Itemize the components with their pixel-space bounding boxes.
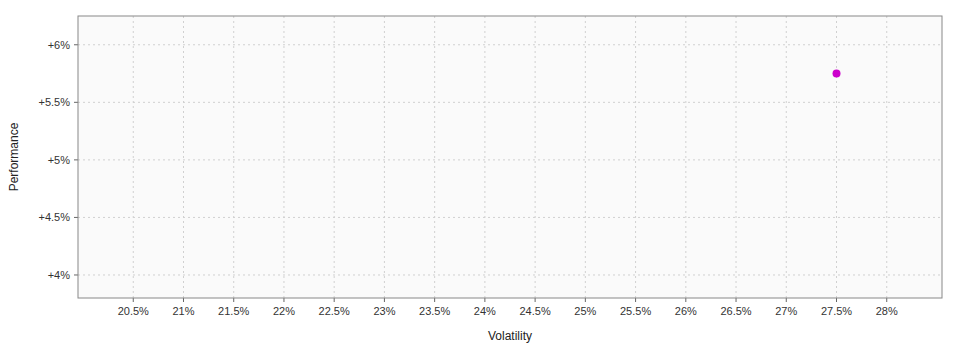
x-grid-line <box>736 16 737 298</box>
x-tick-label: 23% <box>373 305 395 317</box>
x-tick <box>484 298 485 302</box>
x-grid-line <box>484 16 485 298</box>
x-tick-label: 24.5% <box>520 305 551 317</box>
x-grid-line <box>535 16 536 298</box>
x-tick <box>535 298 536 302</box>
x-tick-label: 27% <box>775 305 797 317</box>
chart-svg: 20.5% 21% 21.5% 22% 22.5% 23% 23.5% 24% 24.5% 25%… <box>0 0 966 350</box>
x-tick <box>635 298 636 302</box>
x-tick-label: 28% <box>876 305 898 317</box>
x-grid-line <box>886 16 887 298</box>
x-tick <box>233 298 234 302</box>
x-grid-line <box>384 16 385 298</box>
y-grid-line <box>78 44 942 45</box>
y-grid-line <box>78 102 942 103</box>
x-grid-line <box>183 16 184 298</box>
y-tick <box>74 274 78 275</box>
x-tick <box>886 298 887 302</box>
page: {"chart_data": {"type": "scatter", "x_la… <box>0 0 966 350</box>
x-grid-line <box>434 16 435 298</box>
x-tick <box>836 298 837 302</box>
x-grid-line <box>635 16 636 298</box>
x-grid-line <box>133 16 134 298</box>
x-tick-label: 23.5% <box>419 305 450 317</box>
x-tick <box>183 298 184 302</box>
y-grid-line <box>78 159 942 160</box>
x-tick-label: 20.5% <box>118 305 149 317</box>
x-tick-label: 24% <box>474 305 496 317</box>
y-tick-label: +4.5% <box>39 211 71 223</box>
grid <box>78 16 942 298</box>
y-tick-label: +5% <box>48 154 71 166</box>
x-tick <box>384 298 385 302</box>
y-tick <box>74 217 78 218</box>
x-tick-label: 22.5% <box>319 305 350 317</box>
y-grid-line <box>78 217 942 218</box>
x-tick <box>434 298 435 302</box>
x-grid-line <box>585 16 586 298</box>
x-tick-label: 25.5% <box>620 305 651 317</box>
y-axis-label: Performance <box>7 122 21 191</box>
plot-frame <box>78 16 942 298</box>
y-tick-label: +5.5% <box>39 96 71 108</box>
chart-container: 20.5% 21% 21.5% 22% 22.5% 23% 23.5% 24% 24.5% 25%… <box>0 0 966 350</box>
x-tick-label: 27.5% <box>821 305 852 317</box>
scatter-point <box>833 70 841 78</box>
x-tick <box>585 298 586 302</box>
y-tick <box>74 102 78 103</box>
x-tick <box>334 298 335 302</box>
x-tick-label: 22% <box>273 305 295 317</box>
x-tick-label: 26.5% <box>720 305 751 317</box>
x-tick-label: 26% <box>675 305 697 317</box>
x-grid-line <box>334 16 335 298</box>
y-tick-label: +6% <box>48 39 71 51</box>
x-tick <box>283 298 284 302</box>
x-grid-line <box>685 16 686 298</box>
y-grid-line <box>78 274 942 275</box>
x-tick <box>133 298 134 302</box>
x-tick-label: 25% <box>574 305 596 317</box>
x-grid-line <box>283 16 284 298</box>
axes: 20.5% 21% 21.5% 22% 22.5% 23% 23.5% 24% 24.5% 25%… <box>39 16 943 317</box>
points <box>833 70 841 78</box>
x-tick-label: 21.5% <box>218 305 249 317</box>
y-tick <box>74 44 78 45</box>
x-grid-line <box>233 16 234 298</box>
x-axis-label: Volatility <box>488 329 532 343</box>
x-grid-line <box>786 16 787 298</box>
x-tick <box>736 298 737 302</box>
plot-background <box>78 16 942 298</box>
y-tick <box>74 159 78 160</box>
x-tick-label: 21% <box>172 305 194 317</box>
x-tick <box>685 298 686 302</box>
x-tick <box>786 298 787 302</box>
y-tick-label: +4% <box>48 269 71 281</box>
x-grid-line <box>836 16 837 298</box>
